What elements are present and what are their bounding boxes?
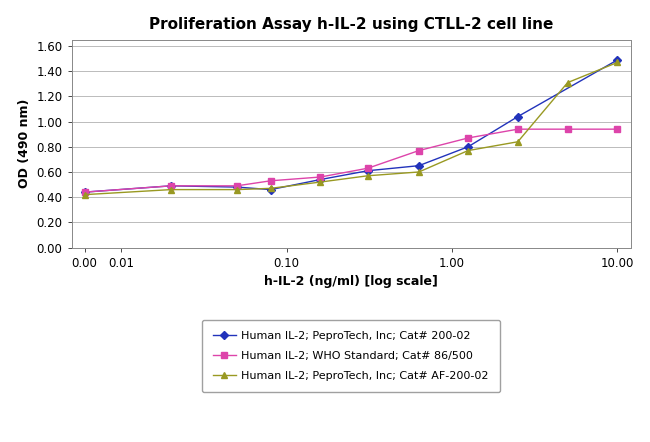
Human IL-2; PeproTech, Inc; Cat# 200-02	[415, 163, 422, 168]
Human IL-2; WHO Standard; Cat# 86/500	[514, 126, 522, 132]
Human IL-2; PeproTech, Inc; Cat# 200-02	[614, 57, 621, 63]
Y-axis label: OD (490 nm): OD (490 nm)	[18, 99, 31, 188]
Human IL-2; WHO Standard; Cat# 86/500	[167, 183, 175, 188]
Human IL-2; PeproTech, Inc; Cat# 200-02	[464, 144, 472, 149]
Human IL-2; WHO Standard; Cat# 86/500	[464, 135, 472, 141]
Human IL-2; PeproTech, Inc; Cat# 200-02	[266, 187, 274, 192]
Human IL-2; PeproTech, Inc; Cat# AF-200-02	[317, 179, 324, 185]
Human IL-2; WHO Standard; Cat# 86/500	[614, 126, 621, 132]
Human IL-2; PeproTech, Inc; Cat# AF-200-02	[167, 187, 175, 192]
Human IL-2; WHO Standard; Cat# 86/500	[415, 148, 422, 153]
Human IL-2; PeproTech, Inc; Cat# 200-02	[233, 184, 240, 190]
Human IL-2; PeproTech, Inc; Cat# AF-200-02	[415, 169, 422, 175]
Title: Proliferation Assay h-IL-2 using CTLL-2 cell line: Proliferation Assay h-IL-2 using CTLL-2 …	[149, 17, 553, 32]
Human IL-2; PeproTech, Inc; Cat# AF-200-02	[364, 173, 372, 179]
Human IL-2; PeproTech, Inc; Cat# AF-200-02	[464, 148, 472, 153]
Human IL-2; PeproTech, Inc; Cat# 200-02	[317, 177, 324, 182]
Human IL-2; PeproTech, Inc; Cat# AF-200-02	[564, 80, 571, 85]
Human IL-2; PeproTech, Inc; Cat# 200-02	[364, 168, 372, 173]
Line: Human IL-2; PeproTech, Inc; Cat# AF-200-02: Human IL-2; PeproTech, Inc; Cat# AF-200-…	[82, 60, 620, 198]
Human IL-2; WHO Standard; Cat# 86/500	[233, 183, 240, 188]
Human IL-2; PeproTech, Inc; Cat# AF-200-02	[81, 192, 88, 197]
Human IL-2; PeproTech, Inc; Cat# 200-02	[167, 183, 175, 188]
Human IL-2; WHO Standard; Cat# 86/500	[266, 178, 274, 183]
Human IL-2; PeproTech, Inc; Cat# AF-200-02	[514, 139, 522, 145]
Human IL-2; PeproTech, Inc; Cat# 200-02	[81, 190, 88, 195]
Human IL-2; WHO Standard; Cat# 86/500	[317, 174, 324, 179]
Human IL-2; WHO Standard; Cat# 86/500	[81, 190, 88, 195]
Human IL-2; PeproTech, Inc; Cat# AF-200-02	[614, 60, 621, 65]
Legend: Human IL-2; PeproTech, Inc; Cat# 200-02, Human IL-2; WHO Standard; Cat# 86/500, : Human IL-2; PeproTech, Inc; Cat# 200-02,…	[202, 320, 500, 392]
Human IL-2; WHO Standard; Cat# 86/500	[564, 126, 571, 132]
Line: Human IL-2; PeproTech, Inc; Cat# 200-02: Human IL-2; PeproTech, Inc; Cat# 200-02	[82, 57, 620, 195]
Human IL-2; PeproTech, Inc; Cat# 200-02	[514, 114, 522, 119]
Human IL-2; PeproTech, Inc; Cat# AF-200-02	[233, 187, 240, 192]
Human IL-2; PeproTech, Inc; Cat# AF-200-02	[266, 186, 274, 191]
Line: Human IL-2; WHO Standard; Cat# 86/500: Human IL-2; WHO Standard; Cat# 86/500	[82, 126, 620, 195]
Human IL-2; WHO Standard; Cat# 86/500	[364, 166, 372, 171]
X-axis label: h-IL-2 (ng/ml) [log scale]: h-IL-2 (ng/ml) [log scale]	[264, 275, 438, 288]
